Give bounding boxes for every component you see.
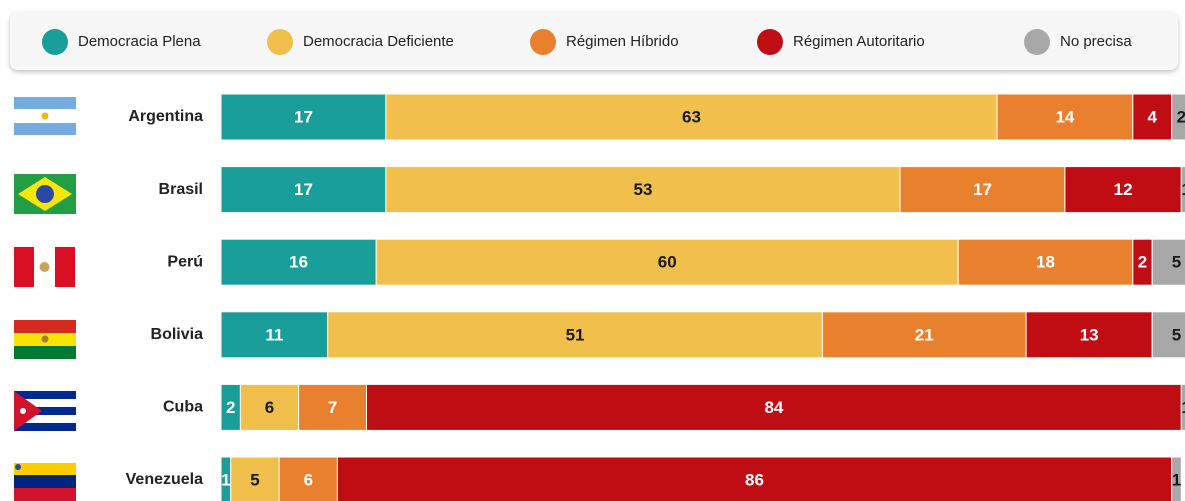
value-label: 16 xyxy=(289,253,308,272)
category-label: Bolivia xyxy=(151,326,204,343)
bar-segment xyxy=(220,238,377,286)
value-label: 11 xyxy=(265,325,283,344)
bar-segment xyxy=(366,383,1182,431)
bar-segment xyxy=(1171,93,1185,141)
bar-segment xyxy=(1025,311,1153,359)
legend-label: Régimen Autoritario xyxy=(793,33,925,50)
legend-label: Régimen Híbrido xyxy=(566,33,679,50)
bar-segment xyxy=(298,383,368,431)
flag-cuba xyxy=(14,391,76,431)
value-label: 7 xyxy=(328,398,337,417)
bar-segment xyxy=(278,456,338,501)
bar-segment xyxy=(996,93,1134,141)
bar-segment xyxy=(230,456,280,501)
bar-segment xyxy=(1151,311,1185,359)
bar-segment xyxy=(385,93,998,141)
category-label: Cuba xyxy=(163,399,203,416)
value-label: 63 xyxy=(682,107,701,126)
value-label: 17 xyxy=(294,180,313,199)
category-label: Argentina xyxy=(128,108,203,125)
value-label: 60 xyxy=(658,253,677,272)
bar-segment xyxy=(385,166,901,214)
category-label: Brasil xyxy=(159,181,203,198)
value-label: 6 xyxy=(304,470,313,489)
legend-label: Democracia Deficiente xyxy=(303,33,454,50)
flag-argentina xyxy=(14,97,76,135)
flag-venezuela xyxy=(14,463,76,501)
bar-segment xyxy=(1180,383,1185,431)
value-label: 51 xyxy=(566,325,585,344)
value-label: 1 xyxy=(221,470,230,489)
legend-label: Democracia Plena xyxy=(78,33,201,50)
bar-segment xyxy=(220,166,387,214)
bar-segment xyxy=(336,456,1173,501)
value-label: 1 xyxy=(1181,180,1185,199)
category-label: Venezuela xyxy=(126,471,203,488)
legend-box xyxy=(10,12,1178,70)
bar-segment xyxy=(220,311,329,359)
legend-label: No precisa xyxy=(1060,33,1132,50)
bar-segment xyxy=(220,93,387,141)
value-label: 12 xyxy=(1114,180,1133,199)
legend-swatch xyxy=(267,29,293,55)
value-label: 86 xyxy=(745,470,764,489)
value-label: 5 xyxy=(1172,325,1181,344)
legend-swatch xyxy=(757,29,783,55)
value-label: 1 xyxy=(1181,398,1185,417)
legend-swatch xyxy=(1024,29,1050,55)
flags xyxy=(14,97,76,501)
bar-segment xyxy=(375,238,959,286)
value-label: 18 xyxy=(1036,253,1055,272)
value-label: 5 xyxy=(250,470,259,489)
value-label: 17 xyxy=(294,107,313,126)
category-label: Perú xyxy=(167,253,203,270)
value-label: 13 xyxy=(1080,325,1099,344)
value-label: 14 xyxy=(1055,107,1074,126)
value-label: 2 xyxy=(1138,253,1147,272)
value-label: 17 xyxy=(973,180,992,199)
bar-segment xyxy=(1132,93,1173,141)
value-label: 53 xyxy=(633,180,652,199)
bar-segment xyxy=(1180,166,1185,214)
bar-segment xyxy=(1064,166,1182,214)
bar-segment xyxy=(239,383,300,431)
value-label: 2 xyxy=(226,398,235,417)
flag-bolivia xyxy=(14,320,76,359)
legend-swatch xyxy=(42,29,68,55)
bar-segment xyxy=(899,166,1066,214)
flag-brasil xyxy=(14,174,76,214)
legend-swatch xyxy=(530,29,556,55)
bar-segment xyxy=(1171,456,1182,501)
flag-peru xyxy=(14,247,75,287)
value-label: 21 xyxy=(915,325,934,344)
bar-segment xyxy=(327,311,823,359)
bar-segment xyxy=(1151,238,1185,286)
value-label: 1 xyxy=(1172,470,1181,489)
value-label: 2 xyxy=(1177,107,1185,126)
bar-segment xyxy=(957,238,1134,286)
value-label: 4 xyxy=(1147,107,1157,126)
value-label: 5 xyxy=(1172,253,1181,272)
bar-segment xyxy=(821,311,1027,359)
value-label: 84 xyxy=(764,398,783,417)
value-label: 6 xyxy=(265,398,274,417)
